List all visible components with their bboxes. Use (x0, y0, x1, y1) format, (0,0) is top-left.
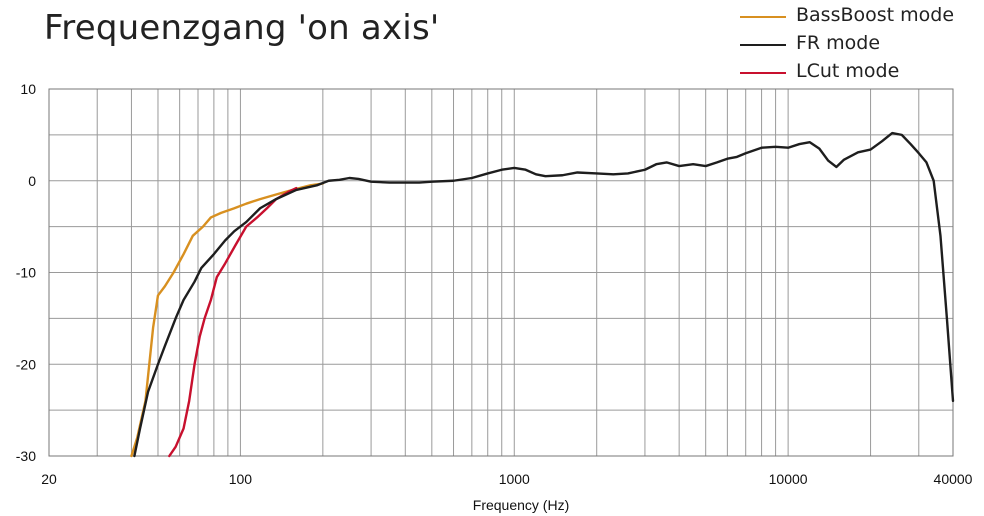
legend-item-bassboost: BassBoost mode (740, 4, 980, 32)
legend-swatch-fr (740, 44, 786, 46)
x-tick-label: 10000 (769, 471, 808, 487)
x-tick-label: 40000 (934, 471, 973, 487)
x-axis-label: Frequency (Hz) (473, 497, 569, 513)
series-lines (130, 131, 955, 458)
plot-frame (48, 88, 954, 457)
legend-label-bassboost: BassBoost mode (796, 4, 955, 26)
y-tick-label: -20 (16, 356, 36, 372)
legend-item-lcut: LCut mode (740, 60, 980, 88)
grid-lines (49, 89, 953, 456)
x-tick-label: 100 (229, 471, 253, 487)
x-tick-label: 20 (41, 471, 57, 487)
legend-item-fr: FR mode (740, 32, 980, 60)
y-tick-label: -10 (16, 265, 36, 281)
y-tick-label: -30 (16, 448, 36, 464)
series-line-bassboost-mode (130, 182, 325, 458)
y-tick-label: 10 (20, 81, 36, 97)
series-line-lcut-mode (168, 186, 298, 458)
legend-swatch-bassboost (740, 16, 786, 18)
y-tick-label: 0 (28, 173, 36, 189)
legend-label-fr: FR mode (796, 32, 881, 54)
legend-label-lcut: LCut mode (796, 60, 900, 82)
chart-title: Frequenzgang 'on axis' (44, 8, 440, 48)
series-line-fr-mode (133, 131, 955, 458)
legend-swatch-lcut (740, 72, 786, 74)
x-tick-label: 1000 (499, 471, 530, 487)
legend: BassBoost mode FR mode LCut mode (740, 4, 980, 88)
